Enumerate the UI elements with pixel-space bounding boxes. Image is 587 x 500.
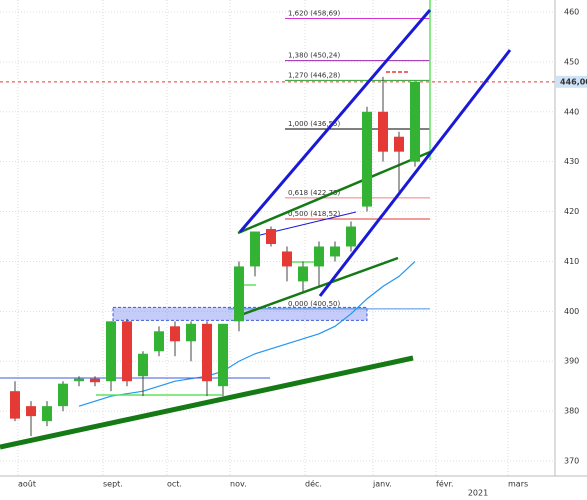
- y-tick-label: 400: [564, 307, 579, 316]
- candle-body: [122, 321, 132, 382]
- y-tick-label: 420: [564, 207, 579, 216]
- y-tick-label: 390: [564, 357, 579, 366]
- candle-body: [74, 378, 84, 382]
- channel-line: [238, 9, 432, 233]
- candle-body: [362, 111, 372, 207]
- candle-body: [26, 406, 36, 417]
- x-tick-label: févr.: [436, 479, 454, 489]
- y-tick-label: 430: [564, 157, 579, 166]
- fib-label: 0,618 (422,73): [288, 189, 340, 197]
- y-tick-label: 410: [564, 257, 579, 266]
- candle-body: [106, 321, 116, 382]
- candle-body: [330, 246, 340, 257]
- fib-label: 0,500 (418,52): [288, 210, 340, 218]
- year-label: 2021: [468, 489, 488, 498]
- x-tick-label: sept.: [103, 480, 123, 489]
- candle-body: [202, 323, 212, 382]
- trend-line: [0, 355, 414, 450]
- candle-body: [234, 266, 244, 322]
- candle-body: [282, 251, 292, 267]
- candle-body: [378, 111, 388, 152]
- channel-line: [318, 49, 512, 297]
- candle-body: [266, 229, 276, 244]
- candle-body: [250, 231, 260, 267]
- y-tick-label: 370: [564, 457, 579, 466]
- x-tick-label: oct.: [167, 480, 182, 489]
- candle-body: [154, 331, 164, 352]
- candle-body: [58, 383, 68, 407]
- current-price-label: 446,00: [560, 77, 587, 86]
- current-price-box: [556, 75, 587, 88]
- candle-body: [298, 266, 308, 282]
- candle-body: [42, 406, 52, 422]
- fib-label: 1,000 (436,55): [288, 120, 340, 128]
- y-tick-label: 450: [564, 57, 579, 66]
- candle-body: [10, 391, 20, 419]
- trend-line: [237, 256, 399, 318]
- trend-line: [237, 150, 431, 235]
- x-tick-label: mars: [508, 480, 528, 489]
- y-tick-label: 380: [564, 407, 579, 416]
- candle-body: [170, 326, 180, 342]
- fib-label: 1,620 (458,69): [288, 10, 340, 18]
- fib-label: 1,270 (446,28): [288, 71, 340, 79]
- x-tick-label: nov.: [230, 480, 247, 489]
- candle-body: [90, 378, 100, 383]
- candle-body: [346, 226, 356, 247]
- y-tick-label: 440: [564, 107, 579, 116]
- candle-body: [314, 246, 324, 267]
- x-tick-label: janv.: [372, 480, 392, 489]
- candle-body: [186, 323, 196, 342]
- moving-average: [78, 261, 416, 407]
- y-tick-label: 460: [564, 7, 579, 16]
- fib-label: 0,000 (400,50): [288, 300, 340, 308]
- x-tick-label: août: [18, 480, 36, 489]
- candle-body: [218, 323, 228, 387]
- x-tick-label: déc.: [305, 479, 322, 489]
- candle-body: [410, 81, 420, 162]
- fib-label: 1,380 (450,24): [288, 52, 340, 60]
- candle-body: [138, 353, 148, 377]
- candle-body: [394, 136, 404, 152]
